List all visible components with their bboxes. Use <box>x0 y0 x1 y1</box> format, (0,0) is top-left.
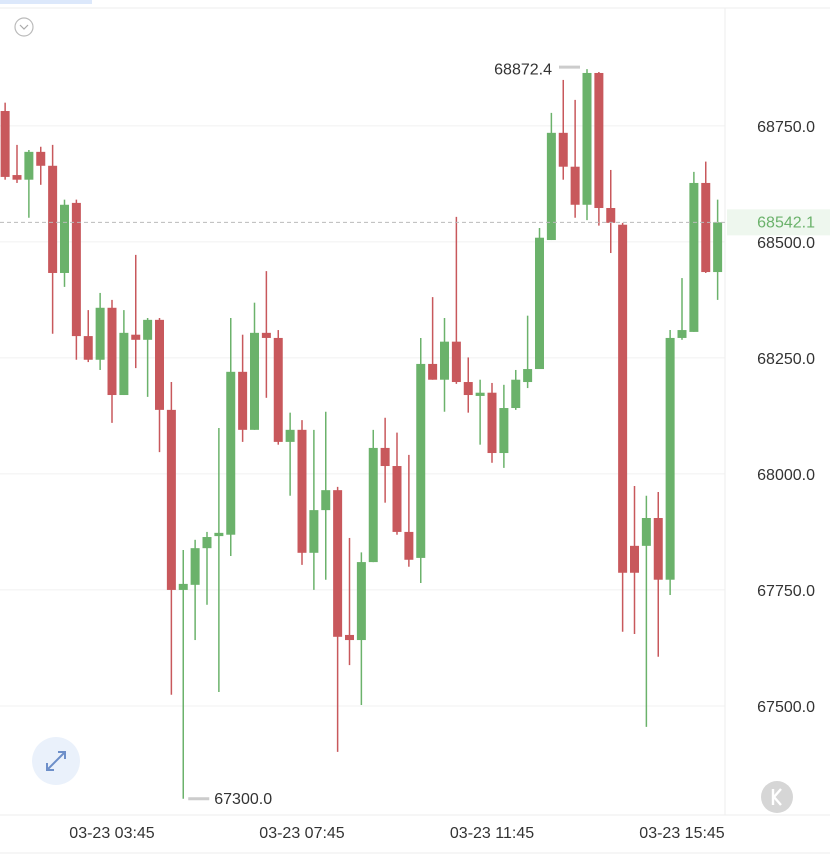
candle-body <box>416 363 426 558</box>
candle-body <box>594 72 604 209</box>
candle-body <box>60 204 69 273</box>
candle-body <box>226 371 236 535</box>
candle-body <box>499 408 509 454</box>
candle-body <box>71 202 81 337</box>
candle-body <box>12 175 22 180</box>
candle-body <box>582 72 592 205</box>
candle-body <box>95 307 105 360</box>
candle-body <box>630 545 639 573</box>
candle-body <box>214 532 224 537</box>
candle-body <box>297 429 307 553</box>
candle-body <box>463 382 473 396</box>
candle-body <box>677 330 687 338</box>
y-tick-label: 67750.0 <box>757 583 815 600</box>
candle-body <box>392 466 402 532</box>
candle-body <box>665 337 675 580</box>
collapse-circle <box>14 17 34 37</box>
candle-body <box>356 562 366 641</box>
candle-body <box>131 334 141 340</box>
collapse-button[interactable] <box>14 17 34 37</box>
candle-body <box>523 369 533 383</box>
candle-body <box>618 224 628 573</box>
candle-body <box>143 319 153 340</box>
candle-body <box>309 510 319 553</box>
candle-body <box>701 182 711 273</box>
candle-body <box>0 111 10 177</box>
candle-body <box>511 379 521 409</box>
candle-body <box>535 237 544 370</box>
x-tick-label: 03-23 11:45 <box>450 825 534 842</box>
candle-body <box>273 337 283 442</box>
candle-body <box>713 222 723 273</box>
candle-body <box>155 319 164 410</box>
candle-body <box>83 336 93 360</box>
candle-body <box>238 371 248 430</box>
candle-body <box>190 548 200 585</box>
candle-body <box>653 518 663 580</box>
candle-body <box>107 307 117 396</box>
candle-body <box>606 208 616 223</box>
scroll-latest-button[interactable] <box>761 781 793 813</box>
candle-body <box>166 409 176 590</box>
candle-body <box>428 363 438 380</box>
candle-body <box>321 490 331 511</box>
high-annotation: 68872.4 <box>494 61 552 78</box>
candle-body <box>475 392 485 396</box>
candle-body <box>24 151 34 180</box>
scroll-circle <box>761 781 793 813</box>
candle-body <box>380 447 390 467</box>
y-tick-label: 68250.0 <box>757 351 815 368</box>
candle-body <box>689 182 699 332</box>
candle-body <box>119 332 129 396</box>
x-tick-label: 03-23 07:45 <box>259 825 345 842</box>
candle-body <box>250 332 259 430</box>
candle-body <box>261 332 271 338</box>
candle-body <box>641 518 651 546</box>
candle-body <box>333 490 343 637</box>
candle-body <box>440 341 449 380</box>
top-tab <box>0 0 92 4</box>
candle-body <box>285 429 295 442</box>
x-tick-label: 03-23 15:45 <box>639 825 725 842</box>
scroll-icon <box>771 788 782 806</box>
y-tick-label: 68500.0 <box>757 235 815 252</box>
candle-body <box>202 537 212 549</box>
candles <box>0 69 723 799</box>
candle-body <box>178 583 188 590</box>
collapse-chevron <box>19 24 29 30</box>
low-annotation: 67300.0 <box>214 791 272 808</box>
y-tick-label: 67500.0 <box>757 699 815 716</box>
candle-body <box>36 151 46 166</box>
candle-body <box>558 132 568 167</box>
candle-body <box>48 165 58 273</box>
candle-body <box>487 392 497 454</box>
candle-body <box>451 341 461 383</box>
candle-body <box>570 166 580 205</box>
candle-body <box>345 634 354 641</box>
last-price-box <box>727 209 830 236</box>
candle-body <box>546 132 556 241</box>
expand-icon <box>46 751 66 771</box>
last-price-label: 68542.1 <box>757 215 815 232</box>
x-tick-label: 03-23 03:45 <box>69 825 155 842</box>
expand-button[interactable] <box>32 737 80 785</box>
y-tick-label: 68750.0 <box>757 119 815 136</box>
candle-body <box>404 531 414 560</box>
y-tick-label: 68000.0 <box>757 467 815 484</box>
candle-body <box>368 447 378 563</box>
